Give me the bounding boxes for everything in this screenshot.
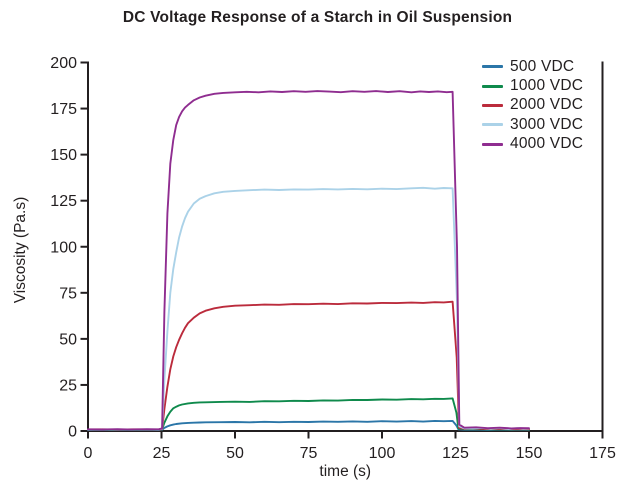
y-tick-label: 50	[59, 331, 77, 348]
chart-title: DC Voltage Response of a Starch in Oil S…	[122, 9, 513, 26]
y-tick-label: 150	[50, 147, 77, 164]
x-tick-label: 125	[442, 445, 469, 462]
y-tick-label: 25	[59, 377, 77, 394]
legend-item-2000vdc: 2000 VDC	[482, 96, 583, 115]
legend-label-4000vdc: 4000 VDC	[510, 135, 584, 153]
x-tick-label: 75	[300, 445, 318, 462]
legend-item-4000vdc: 4000 VDC	[482, 135, 583, 154]
x-tick-label: 0	[84, 445, 93, 462]
y-tick-label: 200	[50, 55, 77, 72]
x-tick-label: 100	[369, 445, 396, 462]
x-axis-label: time (s)	[319, 463, 371, 480]
legend-item-500vdc: 500 VDC	[482, 57, 583, 76]
legend: 500 VDC 1000 VDC 2000 VDC 3000 VDC 4000 …	[482, 57, 583, 154]
series-line-3000-vdc	[87, 186, 530, 431]
legend-item-3000vdc: 3000 VDC	[482, 115, 583, 134]
y-tick-label: 175	[50, 101, 77, 118]
series-line-4000-vdc	[87, 90, 530, 431]
legend-label-2000vdc: 2000 VDC	[510, 96, 584, 114]
y-tick-label: 0	[68, 424, 77, 441]
legend-swatch-4000vdc	[482, 142, 503, 146]
x-tick-label: 50	[226, 445, 244, 462]
legend-swatch-1000vdc	[482, 84, 503, 88]
legend-label-3000vdc: 3000 VDC	[510, 115, 584, 133]
y-axis-label: Viscosity (Pa.s)	[12, 197, 29, 304]
legend-label-1000vdc: 1000 VDC	[510, 77, 584, 95]
legend-swatch-2000vdc	[482, 103, 503, 107]
y-tick-label: 125	[50, 193, 77, 210]
legend-swatch-500vdc	[482, 65, 503, 69]
x-tick-label: 175	[589, 445, 616, 462]
x-tick-label: 150	[516, 445, 543, 462]
series-line-2000-vdc	[87, 300, 530, 431]
y-tick-label: 100	[50, 239, 77, 256]
x-tick-label: 25	[153, 445, 171, 462]
legend-swatch-3000vdc	[482, 123, 503, 127]
y-tick-label: 75	[59, 285, 77, 302]
legend-item-1000vdc: 1000 VDC	[482, 76, 583, 95]
series-line-1000-vdc	[87, 397, 530, 431]
legend-label-500vdc: 500 VDC	[510, 57, 575, 75]
